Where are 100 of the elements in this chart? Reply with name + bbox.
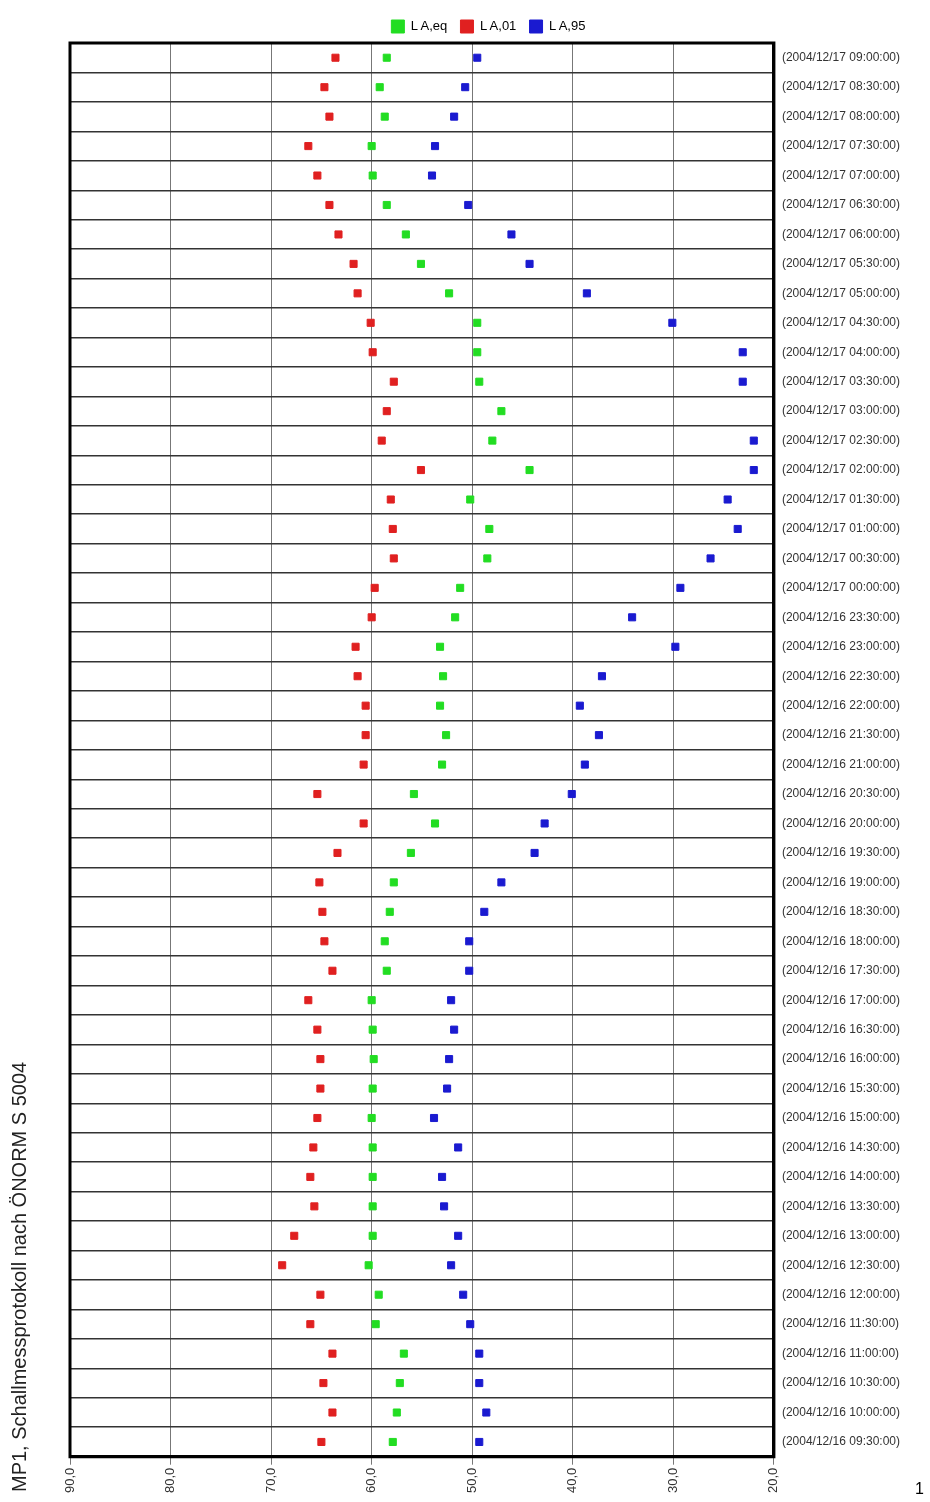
point (385, 907, 394, 916)
point (439, 672, 448, 681)
point (416, 466, 425, 475)
point (676, 583, 685, 592)
point (369, 1055, 378, 1064)
point (456, 583, 465, 592)
point (375, 83, 384, 92)
legend-label: L A,95 (549, 18, 586, 34)
point (364, 1261, 373, 1270)
x-tick-label: 60,0 (363, 1467, 379, 1494)
point (349, 259, 358, 268)
y-tick-label: (2004/12/16 21:00:00) (781, 756, 901, 771)
point (575, 701, 584, 710)
point (406, 848, 415, 857)
y-tick-label: (2004/12/16 17:00:00) (781, 992, 901, 1007)
point (382, 53, 391, 62)
point (313, 1025, 322, 1034)
point (443, 1084, 452, 1093)
point (368, 1172, 377, 1181)
y-tick-label: (2004/12/16 16:30:00) (781, 1021, 901, 1036)
legend-label: L A,01 (479, 18, 517, 34)
point (392, 1408, 401, 1417)
point (310, 1202, 319, 1211)
point (366, 318, 375, 327)
point (353, 289, 362, 298)
y-tick-label: (2004/12/17 05:00:00) (781, 285, 901, 300)
y-tick-label: (2004/12/16 13:00:00) (781, 1228, 901, 1243)
point (304, 996, 313, 1005)
text: MP1, Schallmessprotokoll nach ÖNORM S 5004 (7, 1061, 31, 1492)
point (465, 966, 474, 975)
point (306, 1172, 315, 1181)
point (475, 377, 484, 386)
point (628, 613, 637, 622)
point (325, 112, 334, 121)
point (325, 200, 334, 210)
point (497, 407, 506, 416)
y-tick-label: (2004/12/16 22:30:00) (781, 668, 901, 683)
point (382, 966, 391, 975)
y-tick-label: (2004/12/17 04:30:00) (781, 315, 901, 330)
point (507, 230, 516, 239)
point (749, 466, 758, 475)
point (723, 495, 732, 504)
legend-label: L A,eq (410, 18, 448, 34)
point (380, 112, 389, 121)
point (485, 524, 494, 533)
y-tick-label: (2004/12/17 00:30:00) (781, 550, 901, 565)
point (430, 142, 440, 151)
point (359, 819, 368, 828)
y-tick-label: (2004/12/17 05:30:00) (781, 256, 901, 271)
x-tick-label: 90,0 (61, 1467, 77, 1494)
point (465, 937, 474, 946)
y-tick-label: (2004/12/17 01:30:00) (781, 491, 901, 506)
y-tick-label: (2004/12/16 11:30:00) (781, 1316, 900, 1331)
y-tick-label: (2004/12/17 07:00:00) (781, 167, 901, 182)
point (488, 436, 497, 445)
point (597, 672, 606, 681)
point (475, 1379, 484, 1388)
y-tick-label: (2004/12/16 19:30:00) (781, 845, 901, 860)
point (374, 1290, 383, 1299)
point (320, 83, 329, 92)
point (430, 819, 440, 828)
y-tick-label: (2004/12/17 03:00:00) (781, 403, 901, 418)
point (395, 1379, 404, 1388)
point (386, 495, 395, 504)
point (466, 495, 475, 504)
point (389, 554, 398, 563)
y-tick-label: (2004/12/17 02:30:00) (781, 432, 901, 447)
point (464, 200, 473, 210)
point (738, 377, 747, 386)
point (367, 613, 376, 622)
point (475, 1437, 484, 1447)
point (361, 701, 370, 710)
point (317, 1437, 326, 1447)
point (318, 907, 327, 916)
point (497, 878, 506, 887)
point (388, 1437, 397, 1447)
point (333, 848, 342, 857)
point (427, 171, 437, 180)
point (401, 230, 410, 239)
point (445, 289, 454, 298)
point (473, 348, 482, 357)
point (525, 259, 534, 268)
point (475, 1349, 484, 1358)
point (316, 1084, 325, 1093)
point (316, 1290, 325, 1299)
point (668, 318, 677, 327)
point (473, 318, 482, 327)
y-tick-label: (2004/12/17 08:00:00) (781, 108, 901, 123)
point (389, 377, 398, 386)
y-tick-label: (2004/12/16 23:00:00) (781, 639, 901, 654)
point (461, 83, 470, 92)
point (361, 731, 370, 740)
y-tick-label: (2004/12/17 02:00:00) (781, 462, 901, 477)
x-tick-label: 30,0 (664, 1467, 680, 1494)
point (580, 760, 589, 769)
point (416, 259, 425, 268)
point (388, 524, 397, 533)
y-tick-label: (2004/12/16 20:30:00) (781, 786, 901, 801)
point (328, 966, 337, 975)
point (382, 407, 391, 416)
